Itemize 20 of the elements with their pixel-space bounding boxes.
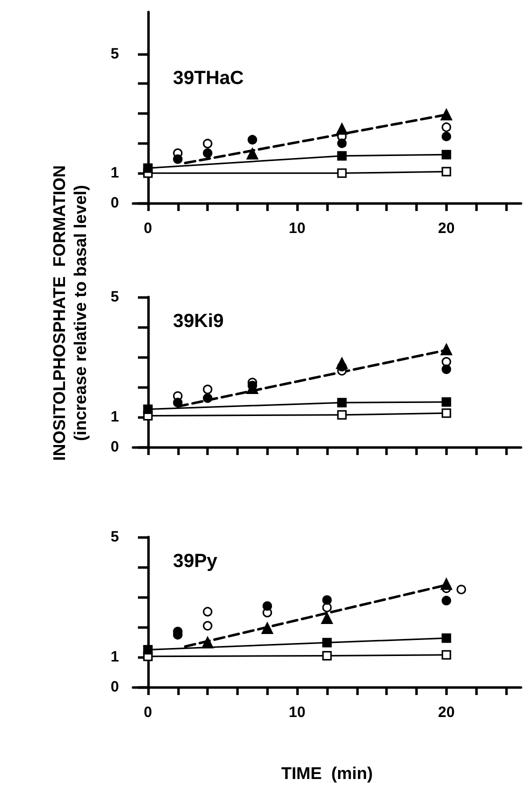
- x-tick-label: 0: [144, 704, 152, 721]
- y-tick-label: 5: [110, 288, 119, 306]
- x-axis-title: TIME (min): [281, 764, 373, 783]
- y-tick-label: 1: [110, 164, 119, 182]
- text: 39Py: [173, 551, 218, 572]
- y-tick-label: 5: [110, 528, 119, 546]
- x-tick-label: 10: [288, 704, 306, 721]
- x-tick-label: 20: [438, 704, 455, 721]
- y-axis-title: INOSITOLPHOSPHATE FORMATION (increase relative to basal level): [49, 165, 91, 461]
- y-tick-label: 0: [110, 194, 119, 212]
- text: 39THaC: [173, 68, 244, 89]
- x-tick-label: 20: [438, 220, 455, 237]
- y-tick-label: 1: [110, 648, 119, 666]
- y-tick-label: 0: [110, 678, 119, 696]
- text: 39Ki9: [173, 311, 224, 332]
- y-tick-label: 1: [110, 408, 119, 426]
- y-tick-label: 0: [110, 438, 119, 456]
- y-tick-label: 5: [110, 45, 119, 62]
- x-tick-label: 0: [144, 220, 152, 237]
- x-tick-label: 10: [288, 220, 306, 237]
